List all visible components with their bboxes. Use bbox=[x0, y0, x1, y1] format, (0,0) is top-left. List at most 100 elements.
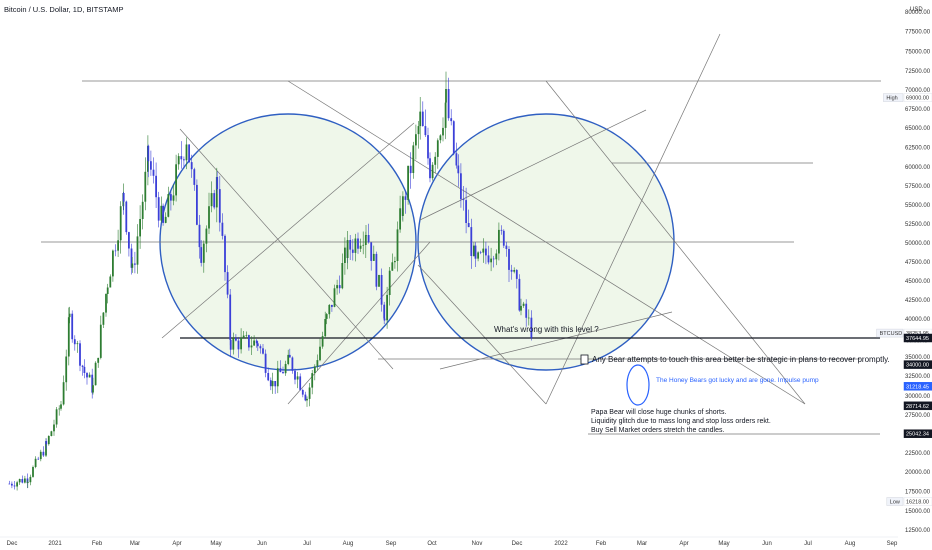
candle bbox=[434, 152, 437, 174]
candle bbox=[417, 121, 420, 149]
candle bbox=[157, 191, 160, 228]
x-tick-label: Dec bbox=[512, 541, 523, 547]
candle bbox=[439, 134, 442, 144]
candle bbox=[122, 191, 125, 215]
candle bbox=[429, 152, 431, 183]
candle bbox=[256, 341, 259, 351]
price-tag: 31218.45 bbox=[903, 382, 932, 391]
annotation-honey-note: The Honey Bears got lucky and are gone. … bbox=[656, 377, 819, 384]
candle bbox=[284, 360, 287, 376]
candle bbox=[419, 97, 422, 140]
candle bbox=[473, 242, 475, 257]
y-tick-label: 80000.00 bbox=[905, 10, 931, 16]
candle bbox=[402, 191, 404, 222]
price-tag: 37644.95 bbox=[903, 333, 932, 343]
y-tick-label: 75000.00 bbox=[905, 49, 931, 55]
x-axis[interactable]: Dec 2021 Feb Mar Apr May Jun Jul Aug Sep Oct Nov Dec… bbox=[0, 536, 898, 547]
candle bbox=[304, 391, 307, 402]
candle bbox=[193, 167, 196, 191]
candle bbox=[65, 349, 68, 391]
candle bbox=[167, 186, 170, 218]
svg-text:37644.95: 37644.95 bbox=[906, 336, 929, 342]
candle bbox=[452, 120, 455, 156]
candle bbox=[128, 231, 130, 257]
candle bbox=[477, 251, 479, 262]
candle bbox=[18, 478, 21, 485]
candle bbox=[139, 205, 141, 249]
candle bbox=[79, 340, 81, 372]
candle bbox=[287, 349, 290, 366]
candle bbox=[102, 312, 105, 328]
candle bbox=[294, 368, 296, 385]
price-tag: High 69000.00 bbox=[883, 93, 932, 102]
price-tag: 25042.34 bbox=[903, 429, 932, 438]
bear-note-marker[interactable] bbox=[580, 354, 589, 365]
x-tick-label: May bbox=[210, 541, 221, 547]
diag-g bbox=[545, 33, 721, 405]
candle bbox=[362, 231, 365, 255]
candle bbox=[485, 241, 487, 265]
candle bbox=[16, 480, 18, 491]
y-tick-label: 15000.00 bbox=[905, 509, 931, 515]
y-tick-label: 47500.00 bbox=[905, 260, 931, 266]
candle bbox=[162, 203, 164, 226]
candle bbox=[431, 162, 434, 181]
honey-ellipse[interactable] bbox=[626, 364, 650, 406]
candle bbox=[279, 360, 282, 373]
candle bbox=[525, 299, 528, 327]
candle bbox=[388, 267, 391, 306]
y-tick-label: 52500.00 bbox=[905, 222, 931, 228]
candle bbox=[229, 289, 232, 346]
candle bbox=[114, 244, 117, 257]
annotation-papa-line-3: Buy Sell Market orders stretch the candl… bbox=[591, 427, 725, 434]
candle bbox=[226, 265, 229, 299]
candle bbox=[450, 109, 453, 126]
x-tick-label: Nov bbox=[472, 541, 483, 547]
candle bbox=[424, 109, 427, 137]
x-tick-label: Aug bbox=[343, 541, 354, 547]
svg-text:Low: Low bbox=[890, 500, 900, 506]
candle bbox=[105, 293, 107, 317]
candle bbox=[421, 101, 424, 127]
candle bbox=[341, 253, 344, 290]
candle bbox=[130, 243, 133, 275]
candle bbox=[498, 222, 500, 261]
candle bbox=[55, 407, 58, 428]
candle bbox=[482, 238, 485, 263]
candle bbox=[112, 249, 114, 282]
candle bbox=[346, 231, 349, 270]
candle bbox=[190, 154, 193, 178]
candle bbox=[370, 242, 373, 271]
svg-text:16218.00: 16218.00 bbox=[906, 500, 929, 506]
candle bbox=[479, 250, 482, 255]
candle bbox=[253, 335, 255, 346]
candle bbox=[8, 480, 11, 485]
candle bbox=[29, 474, 32, 486]
candle bbox=[354, 233, 357, 262]
annotation-bear-note: Any Bear attempts to touch this area bet… bbox=[592, 355, 890, 364]
svg-text:69000.00: 69000.00 bbox=[906, 96, 929, 102]
candle bbox=[232, 332, 235, 355]
candle bbox=[94, 361, 97, 386]
candle bbox=[288, 348, 291, 358]
candle bbox=[221, 213, 224, 240]
svg-text:High: High bbox=[886, 96, 897, 102]
candle bbox=[510, 264, 513, 280]
x-tick-label: Feb bbox=[596, 541, 607, 547]
candle bbox=[530, 310, 533, 341]
candle bbox=[306, 396, 308, 407]
candle bbox=[73, 335, 76, 351]
candle bbox=[527, 309, 530, 326]
diag-e bbox=[419, 109, 647, 221]
candle bbox=[394, 256, 396, 269]
candle bbox=[229, 336, 232, 358]
candle bbox=[39, 449, 42, 462]
x-tick-label: Sep bbox=[887, 541, 898, 547]
candle bbox=[106, 283, 109, 304]
candle bbox=[99, 315, 102, 360]
candle bbox=[237, 337, 240, 358]
candle bbox=[188, 144, 190, 164]
candle bbox=[26, 479, 29, 488]
candle bbox=[83, 359, 86, 379]
